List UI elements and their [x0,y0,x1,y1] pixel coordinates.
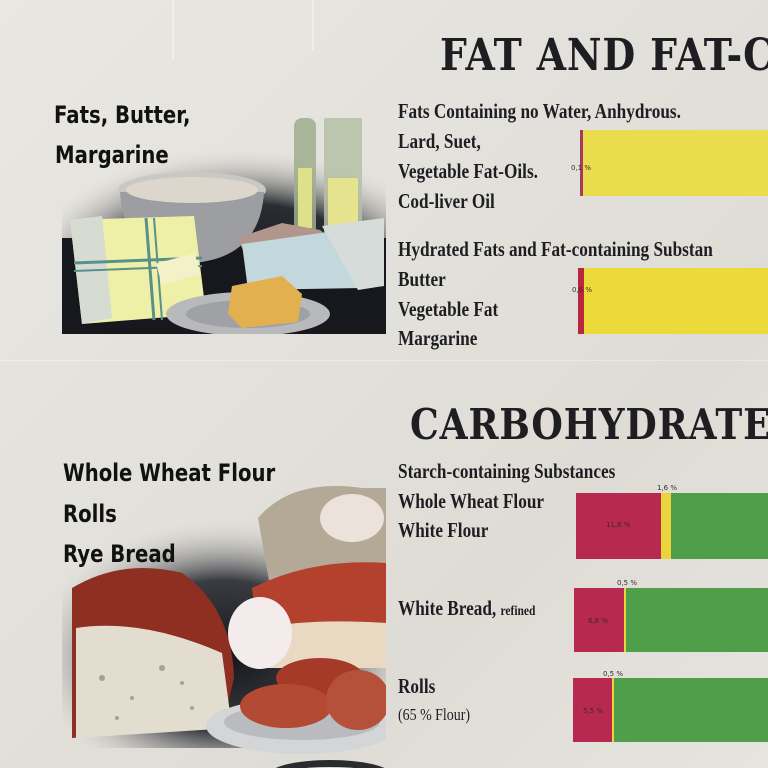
fat-group1-subheading: Fats Containing no Water, Anhydrous. [398,99,681,123]
protein-segment [580,130,583,196]
fat-group2-item: Butter [398,267,446,291]
carb-row3-protein-value: 5,5 % [583,707,604,715]
carb-row1-protein-value: 11,6 % [606,521,631,529]
bread-rolls-image [62,486,386,768]
carb-row3-label-sub: (65 % Flour) [398,705,471,724]
fats-illustration-caption-line1: Fats, Butter, [54,101,191,129]
protein-segment [578,268,584,334]
carb-row1-bar [576,493,768,559]
carb-row2-label-suffix: refined [500,604,536,619]
carb-row2-fat-value: 0,5 % [617,579,638,587]
carb-subheading: Starch-containing Substances [398,459,616,483]
carb-row2-protein-value: 6,8 % [588,617,609,625]
carb-row3-bar [573,678,768,742]
carb-row1-label: Whole Wheat Flour [398,489,545,513]
fat-group2-item: Margarine [398,326,478,350]
fat-segment [612,678,614,742]
butter-margarine-image [62,118,386,334]
carb-row3-fat-value: 0,5 % [603,670,624,678]
section-heading-carbohydrate: CARBOHYDRATE-C [410,400,768,449]
fat-segment [584,268,768,334]
bread-illustration-caption-line2: Rolls [63,500,117,528]
paper-crease [312,0,314,50]
fat-group1-bar [580,130,768,196]
fats-illustration-caption-line2: Margarine [55,141,169,169]
fat-segment [661,493,671,559]
carb-row2-label-main: White Bread, [398,596,497,620]
fats-illustration [62,118,386,334]
carb-segment [671,493,768,559]
paper-crease [0,360,768,361]
fat-group2-bar [578,268,768,334]
bread-illustration-caption-line1: Whole Wheat Flour [63,459,276,487]
paper-crease [172,0,174,60]
carb-segment [626,588,768,652]
fat-segment [624,588,626,652]
carb-segment [614,678,768,742]
bread-illustration-caption-line3: Rye Bread [63,540,176,568]
fat-group2-subheading: Hydrated Fats and Fat-containing Substan [398,237,713,261]
fat-segment [583,130,768,196]
section-heading-fat: FAT AND FAT-CO [440,30,768,81]
fat-group1-item: Cod-liver Oil [398,189,495,213]
carb-row1-fat-value: 1,6 % [657,484,678,492]
fat-group1-protein-value: 0,1 % [571,164,592,172]
carb-row3-label: Rolls [398,674,436,698]
fat-group2-protein-value: 0,6 % [572,286,593,294]
carb-row2-label: White Bread, refined [398,594,535,626]
fat-group1-item: Lard, Suet, [398,129,481,153]
fat-group1-item: Vegetable Fat-Oils. [398,159,538,183]
protein-segment [576,493,661,559]
fat-group2-item: Vegetable Fat [398,297,499,321]
protein-segment [573,678,612,742]
carb-row2-bar [574,588,768,652]
bread-illustration [62,478,386,768]
protein-segment [574,588,624,652]
carb-row1-label: White Flour [398,518,489,542]
